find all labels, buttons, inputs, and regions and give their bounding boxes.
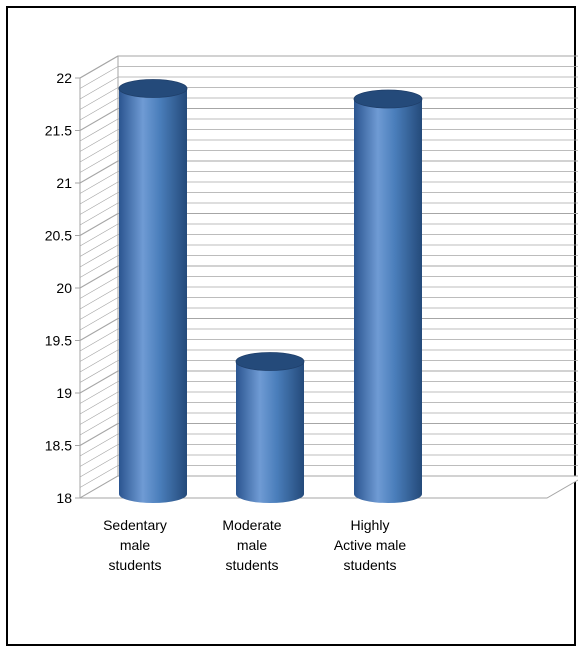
side-wall-gridline xyxy=(79,192,119,215)
side-wall-gridline xyxy=(79,307,119,331)
grid-layer xyxy=(79,55,578,499)
bar-cylinder xyxy=(353,89,423,503)
x-category-label: Highly Active male students xyxy=(334,517,407,573)
side-wall-gridline xyxy=(79,276,119,299)
y-tick-label: 18.5 xyxy=(45,438,72,454)
x-category-label-line: students xyxy=(226,557,279,573)
y-tick-label: 19.5 xyxy=(45,333,72,349)
side-wall-gridline xyxy=(79,444,119,467)
y-tick-label: 21 xyxy=(56,175,72,191)
side-wall-gridline xyxy=(79,339,119,362)
y-tick-label: 18 xyxy=(56,490,72,506)
side-wall-gridline xyxy=(79,286,119,310)
side-wall-gridline xyxy=(79,402,119,425)
axis-layer xyxy=(75,55,578,499)
side-wall-gridline xyxy=(79,129,119,152)
x-category-label-line: students xyxy=(109,557,162,573)
x-category-label-line: male xyxy=(237,537,268,553)
side-wall-gridline xyxy=(79,465,119,488)
bar-cylinder xyxy=(235,352,305,503)
side-wall-gridline xyxy=(79,360,119,383)
side-wall-gridline xyxy=(79,328,119,352)
x-category-label-line: male xyxy=(120,537,151,553)
side-wall-gridline xyxy=(79,244,119,268)
y-tick-label: 20 xyxy=(56,280,72,296)
x-category-label-line: students xyxy=(344,557,397,573)
side-wall-gridline xyxy=(79,234,119,257)
bar-cylinder-top xyxy=(118,79,188,98)
side-wall-gridline xyxy=(79,454,119,478)
side-wall-gridline xyxy=(79,181,119,205)
side-wall-gridline xyxy=(79,297,119,320)
side-wall-gridline xyxy=(79,160,119,184)
x-category-label-line: Highly xyxy=(351,517,390,533)
side-wall-gridline xyxy=(79,370,119,394)
y-tick-label: 21.5 xyxy=(45,123,72,139)
side-wall-gridline xyxy=(79,97,119,121)
x-category-label: Sedentary male students xyxy=(103,517,167,573)
side-wall-gridline xyxy=(79,213,119,236)
side-wall-gridline xyxy=(79,150,119,173)
label-layer: 18 18.5 19 19.5 20 20.5 21 21.5 22 Sedentary male s… xyxy=(45,70,407,573)
x-category-label-line: Moderate xyxy=(222,517,281,533)
y-tick-label: 19 xyxy=(56,385,72,401)
side-wall-gridline xyxy=(79,381,119,404)
y-tick-label: 20.5 xyxy=(45,228,72,244)
x-category-label-line: Sedentary xyxy=(103,517,167,533)
bar-cylinder-body xyxy=(119,88,187,503)
chart-frame xyxy=(6,6,576,646)
side-wall-gridline xyxy=(79,265,119,289)
bar-cylinder-body xyxy=(354,99,422,503)
side-wall-gridline xyxy=(79,255,119,278)
side-wall-gridline xyxy=(79,66,119,89)
side-wall-gridline xyxy=(79,223,119,247)
side-wall-gridline xyxy=(79,412,119,436)
side-wall-gridline xyxy=(79,108,119,131)
side-wall-gridline xyxy=(79,349,119,373)
x-category-label: Moderate male students xyxy=(222,517,281,573)
side-wall-gridline xyxy=(79,433,119,457)
bar-cylinder-body xyxy=(236,361,304,503)
side-wall-gridline xyxy=(79,423,119,446)
side-wall-gridline xyxy=(79,87,119,110)
y-tick-label: 22 xyxy=(56,70,72,86)
side-wall-gridline xyxy=(79,139,119,163)
side-wall-gridline xyxy=(79,391,119,415)
back-wall-top-edge xyxy=(79,55,578,79)
side-wall-gridline xyxy=(79,171,119,194)
side-wall-gridline xyxy=(79,76,119,100)
bar-cylinder xyxy=(118,79,188,503)
bar-cylinder-top xyxy=(235,352,305,371)
side-wall-gridline xyxy=(79,318,119,341)
bar-layer xyxy=(118,79,423,503)
x-category-label-line: Active male xyxy=(334,537,407,553)
side-wall-gridline xyxy=(79,118,119,142)
bar-cylinder-top xyxy=(353,89,423,109)
side-wall-gridline xyxy=(79,202,119,226)
